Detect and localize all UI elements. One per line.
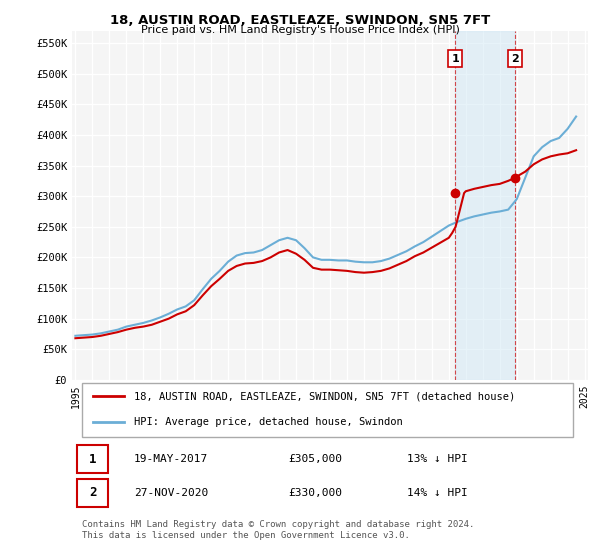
Bar <box>455 31 515 380</box>
Text: £330,000: £330,000 <box>289 488 343 498</box>
Text: Contains HM Land Registry data © Crown copyright and database right 2024.
This d: Contains HM Land Registry data © Crown c… <box>82 520 475 540</box>
Text: Price paid vs. HM Land Registry's House Price Index (HPI): Price paid vs. HM Land Registry's House … <box>140 25 460 35</box>
Text: 19-MAY-2017: 19-MAY-2017 <box>134 454 208 464</box>
Text: 18, AUSTIN ROAD, EASTLEAZE, SWINDON, SN5 7FT: 18, AUSTIN ROAD, EASTLEAZE, SWINDON, SN5… <box>110 14 490 27</box>
Text: 14% ↓ HPI: 14% ↓ HPI <box>407 488 468 498</box>
Text: 18, AUSTIN ROAD, EASTLEAZE, SWINDON, SN5 7FT (detached house): 18, AUSTIN ROAD, EASTLEAZE, SWINDON, SN5… <box>134 391 515 401</box>
Text: 1: 1 <box>451 54 459 64</box>
FancyBboxPatch shape <box>77 479 108 507</box>
FancyBboxPatch shape <box>77 445 108 473</box>
Text: 13% ↓ HPI: 13% ↓ HPI <box>407 454 468 464</box>
Text: 2: 2 <box>511 54 519 64</box>
Text: 1: 1 <box>89 452 97 466</box>
Text: 2: 2 <box>89 486 97 500</box>
FancyBboxPatch shape <box>82 383 572 437</box>
Text: £305,000: £305,000 <box>289 454 343 464</box>
Text: HPI: Average price, detached house, Swindon: HPI: Average price, detached house, Swin… <box>134 417 403 427</box>
Text: 27-NOV-2020: 27-NOV-2020 <box>134 488 208 498</box>
